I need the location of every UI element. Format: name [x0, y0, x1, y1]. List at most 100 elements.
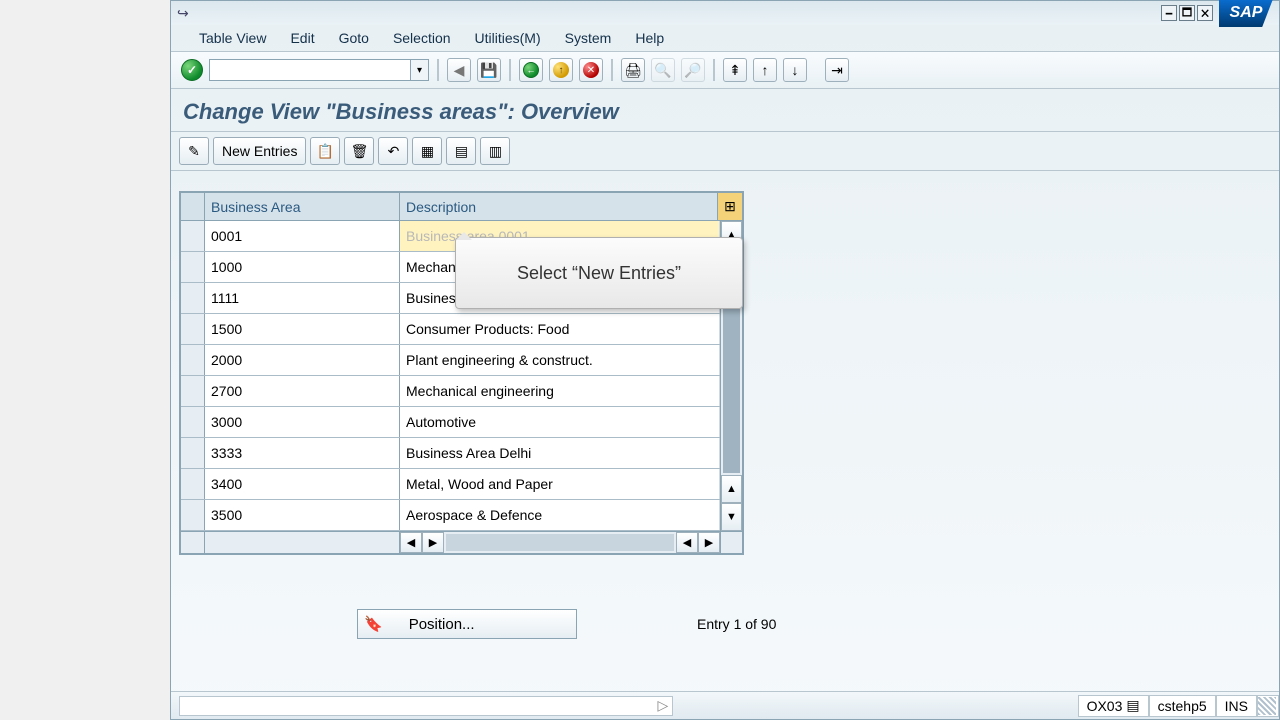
- table-header: Business Area Description ⊞: [181, 193, 742, 221]
- table-row[interactable]: 3500Aerospace & Defence: [181, 500, 720, 531]
- table-row[interactable]: 2700Mechanical engineering: [181, 376, 720, 407]
- table-row[interactable]: 2000Plant engineering & construct.: [181, 345, 720, 376]
- standard-toolbar: ✓ ▾ ◀ 💾 ← ↑ ✕ 🖨 🔍 🔎 ⇞ ↑ ↓ ⇥: [171, 52, 1279, 89]
- save-icon[interactable]: 💾: [477, 58, 501, 82]
- entry-count: Entry 1 of 90: [697, 616, 776, 632]
- select-all-header[interactable]: [181, 193, 205, 220]
- cell-business-area[interactable]: 1000: [205, 252, 400, 282]
- print-icon[interactable]: 🖨: [621, 58, 645, 82]
- cell-description[interactable]: Mechanical engineering: [400, 376, 720, 406]
- exit-yellow-icon[interactable]: ↑: [549, 58, 573, 82]
- scroll-right2-icon[interactable]: ◀: [676, 532, 698, 553]
- cell-business-area[interactable]: 3500: [205, 500, 400, 530]
- row-selector[interactable]: [181, 407, 205, 437]
- tcode-icon[interactable]: ▤: [1126, 697, 1139, 714]
- select-block-icon[interactable]: ▤: [446, 137, 476, 165]
- first-page-icon[interactable]: ⇞: [723, 58, 747, 82]
- window-topbar: ↪ 🗕 🗖 🗙 SAP: [171, 1, 1279, 25]
- table-row[interactable]: 3400Metal, Wood and Paper: [181, 469, 720, 500]
- cell-business-area[interactable]: 0001: [205, 221, 400, 251]
- find-next-icon[interactable]: 🔎: [681, 58, 705, 82]
- menu-selection[interactable]: Selection: [383, 28, 461, 48]
- row-selector[interactable]: [181, 345, 205, 375]
- scroll-down2-icon[interactable]: ▲: [721, 475, 742, 503]
- statusbar: ▷ OX03▤ cstehp5 INS: [171, 691, 1279, 719]
- table-row[interactable]: 3333Business Area Delhi: [181, 438, 720, 469]
- position-icon: 🔖: [364, 615, 383, 633]
- delete-icon[interactable]: 🗑: [344, 137, 374, 165]
- menu-table-view[interactable]: Table View: [189, 28, 276, 48]
- exit-icon[interactable]: ↪: [177, 5, 189, 22]
- sap-logo: SAP: [1219, 0, 1273, 27]
- prev-page-icon[interactable]: ↑: [753, 58, 777, 82]
- scroll-down-icon[interactable]: ▼: [721, 503, 742, 531]
- col-business-area[interactable]: Business Area: [205, 193, 400, 220]
- table-row[interactable]: 1500Consumer Products: Food: [181, 314, 720, 345]
- row-selector[interactable]: [181, 438, 205, 468]
- maximize-icon[interactable]: 🗖: [1179, 5, 1195, 21]
- cell-description[interactable]: Consumer Products: Food: [400, 314, 720, 344]
- col-description[interactable]: Description: [400, 193, 718, 220]
- scroll-right-icon[interactable]: ▶: [698, 532, 720, 553]
- cell-business-area[interactable]: 2700: [205, 376, 400, 406]
- cell-description[interactable]: Business Area Delhi: [400, 438, 720, 468]
- position-button[interactable]: 🔖 Position...: [357, 609, 577, 639]
- back-green-icon[interactable]: ←: [519, 58, 543, 82]
- scroll-left-icon[interactable]: ◀: [400, 532, 422, 553]
- row-selector[interactable]: [181, 376, 205, 406]
- table-row[interactable]: 3000Automotive: [181, 407, 720, 438]
- cancel-red-icon[interactable]: ✕: [579, 58, 603, 82]
- deselect-icon[interactable]: ▥: [480, 137, 510, 165]
- horizontal-scrollbar[interactable]: ◀ ▶ ◀ ▶: [181, 531, 742, 553]
- row-selector[interactable]: [181, 252, 205, 282]
- position-label: Position...: [409, 616, 475, 633]
- status-tcode: OX03▤: [1078, 695, 1149, 717]
- cell-business-area[interactable]: 3333: [205, 438, 400, 468]
- enter-button[interactable]: ✓: [181, 59, 203, 81]
- row-selector[interactable]: [181, 221, 205, 251]
- menu-system[interactable]: System: [555, 28, 622, 48]
- menu-help[interactable]: Help: [625, 28, 674, 48]
- cell-business-area[interactable]: 2000: [205, 345, 400, 375]
- cell-business-area[interactable]: 1111: [205, 283, 400, 313]
- sap-window: ↪ 🗕 🗖 🗙 SAP Table View Edit Goto Selecti…: [170, 0, 1280, 720]
- undo-icon[interactable]: ↶: [378, 137, 408, 165]
- new-entries-button[interactable]: New Entries: [213, 137, 306, 165]
- next-page-icon[interactable]: ↓: [783, 58, 807, 82]
- command-field[interactable]: ▾: [209, 59, 429, 81]
- tooltip-text: Select “New Entries”: [517, 263, 681, 284]
- menubar: Table View Edit Goto Selection Utilities…: [171, 25, 1279, 52]
- command-dropdown-icon[interactable]: ▾: [410, 60, 428, 80]
- copy-icon[interactable]: 📋: [310, 137, 340, 165]
- table-settings-icon[interactable]: ⊞: [718, 193, 742, 220]
- minimize-icon[interactable]: 🗕: [1161, 5, 1177, 21]
- status-message-field: ▷: [179, 696, 673, 716]
- cell-description[interactable]: Metal, Wood and Paper: [400, 469, 720, 499]
- row-selector[interactable]: [181, 469, 205, 499]
- menu-utilities[interactable]: Utilities(M): [465, 28, 551, 48]
- change-icon[interactable]: ✎: [179, 137, 209, 165]
- page-title: Change View "Business areas": Overview: [171, 89, 1279, 131]
- menu-edit[interactable]: Edit: [280, 28, 324, 48]
- find-icon[interactable]: 🔍: [651, 58, 675, 82]
- cell-business-area[interactable]: 3000: [205, 407, 400, 437]
- tutorial-tooltip: Select “New Entries”: [455, 237, 743, 309]
- status-arrow-icon[interactable]: ▷: [658, 697, 669, 714]
- cell-business-area[interactable]: 1500: [205, 314, 400, 344]
- row-selector[interactable]: [181, 500, 205, 530]
- status-mode: INS: [1216, 695, 1257, 717]
- back-icon[interactable]: ◀: [447, 58, 471, 82]
- cell-description[interactable]: Automotive: [400, 407, 720, 437]
- close-icon[interactable]: 🗙: [1197, 5, 1213, 21]
- status-system: cstehp5: [1149, 695, 1216, 717]
- cell-description[interactable]: Aerospace & Defence: [400, 500, 720, 530]
- resize-grip[interactable]: [1257, 695, 1279, 717]
- cell-business-area[interactable]: 3400: [205, 469, 400, 499]
- select-all-icon[interactable]: ▦: [412, 137, 442, 165]
- last-page-icon[interactable]: ⇥: [825, 58, 849, 82]
- menu-goto[interactable]: Goto: [329, 28, 379, 48]
- scroll-left2-icon[interactable]: ▶: [422, 532, 444, 553]
- row-selector[interactable]: [181, 314, 205, 344]
- row-selector[interactable]: [181, 283, 205, 313]
- cell-description[interactable]: Plant engineering & construct.: [400, 345, 720, 375]
